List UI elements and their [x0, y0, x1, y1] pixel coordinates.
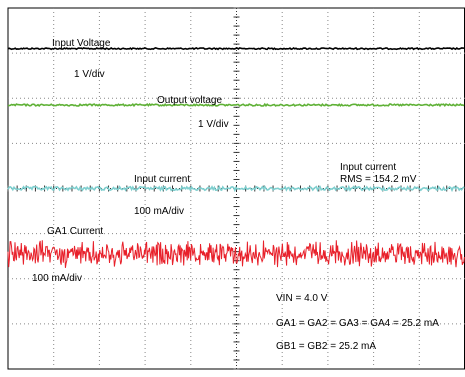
- output-voltage-scale: 1 V/div: [198, 119, 229, 130]
- ga1-current-label: GA1 Current: [47, 226, 103, 237]
- note-vin: VIN = 4.0 V: [276, 293, 328, 304]
- input-current-rms-value: RMS = 154.2 mV: [340, 174, 417, 185]
- input-voltage-label: Input Voltage: [52, 38, 111, 49]
- input-current-trace: [7, 184, 465, 193]
- ga1-current-trace: [7, 240, 465, 268]
- ga1-current-scale: 100 mA/div: [32, 273, 82, 284]
- input-current-label: Input current: [134, 174, 190, 185]
- input-current-scale: 100 mA/div: [134, 206, 184, 217]
- input-voltage-scale: 1 V/div: [74, 69, 105, 80]
- input-current-rms-label: Input current: [340, 162, 396, 173]
- note-ga: GA1 = GA2 = GA3 = GA4 = 25.2 mA: [276, 318, 439, 329]
- output-voltage-label: Output voltage: [157, 95, 222, 106]
- note-gb: GB1 = GB2 = 25.2 mA: [276, 341, 376, 352]
- traces: [7, 46, 465, 268]
- input-voltage-trace: [7, 46, 465, 51]
- output-voltage-trace: [7, 102, 465, 108]
